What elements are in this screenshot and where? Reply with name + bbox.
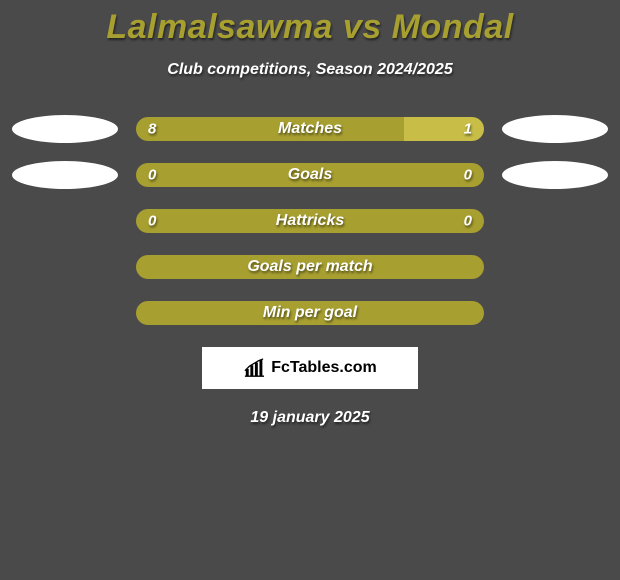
stat-bar: Goals per match: [136, 255, 484, 279]
right-ellipse: [502, 115, 608, 143]
logo-box: FcTables.com: [202, 347, 418, 389]
stat-bar-left-fill: [136, 117, 404, 141]
page-title: Lalmalsawma vs Mondal: [106, 8, 513, 47]
stat-row: Min per goal: [0, 301, 620, 325]
stat-bar: 0 0 Hattricks: [136, 209, 484, 233]
stat-label: Goals per match: [247, 258, 372, 276]
stat-row: 8 1 Matches: [0, 117, 620, 141]
right-spacer: [502, 207, 608, 235]
stat-bar: 8 1 Matches: [136, 117, 484, 141]
stat-row: 0 0 Goals: [0, 163, 620, 187]
stat-label: Hattricks: [276, 212, 344, 230]
stat-right-value: 0: [464, 213, 472, 230]
stats-block: 8 1 Matches 0 0 Goals 0 0 Hattricks Goals per mat…: [0, 117, 620, 325]
stat-left-value: 0: [148, 213, 156, 230]
right-ellipse: [502, 161, 608, 189]
stat-left-value: 8: [148, 121, 156, 138]
stat-row: 0 0 Hattricks: [0, 209, 620, 233]
left-spacer: [12, 207, 118, 235]
stat-left-value: 0: [148, 167, 156, 184]
date-line: 19 january 2025: [250, 409, 369, 427]
left-ellipse: [12, 115, 118, 143]
stat-label: Min per goal: [263, 304, 357, 322]
left-spacer: [12, 299, 118, 327]
stat-right-value: 0: [464, 167, 472, 184]
subtitle: Club competitions, Season 2024/2025: [167, 61, 452, 79]
stat-right-value: 1: [464, 121, 472, 138]
bar-chart-icon: [243, 358, 265, 378]
right-spacer: [502, 299, 608, 327]
logo-text: FcTables.com: [271, 359, 377, 377]
right-spacer: [502, 253, 608, 281]
stat-row: Goals per match: [0, 255, 620, 279]
stat-bar: 0 0 Goals: [136, 163, 484, 187]
stat-label: Goals: [288, 166, 332, 184]
left-ellipse: [12, 161, 118, 189]
stat-label: Matches: [278, 120, 342, 138]
stat-bar: Min per goal: [136, 301, 484, 325]
left-spacer: [12, 253, 118, 281]
